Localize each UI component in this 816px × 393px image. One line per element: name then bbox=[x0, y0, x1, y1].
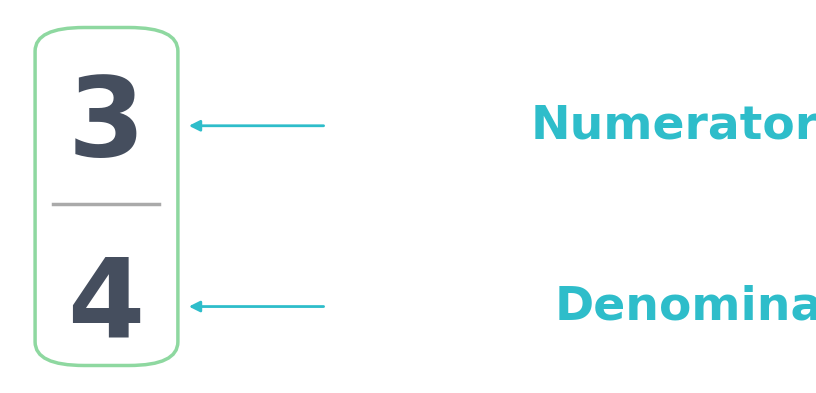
Text: 4: 4 bbox=[68, 253, 144, 360]
Text: Denominator: Denominator bbox=[555, 284, 816, 329]
Text: Numerator: Numerator bbox=[530, 103, 816, 148]
Text: 3: 3 bbox=[68, 72, 144, 179]
FancyBboxPatch shape bbox=[35, 28, 178, 365]
